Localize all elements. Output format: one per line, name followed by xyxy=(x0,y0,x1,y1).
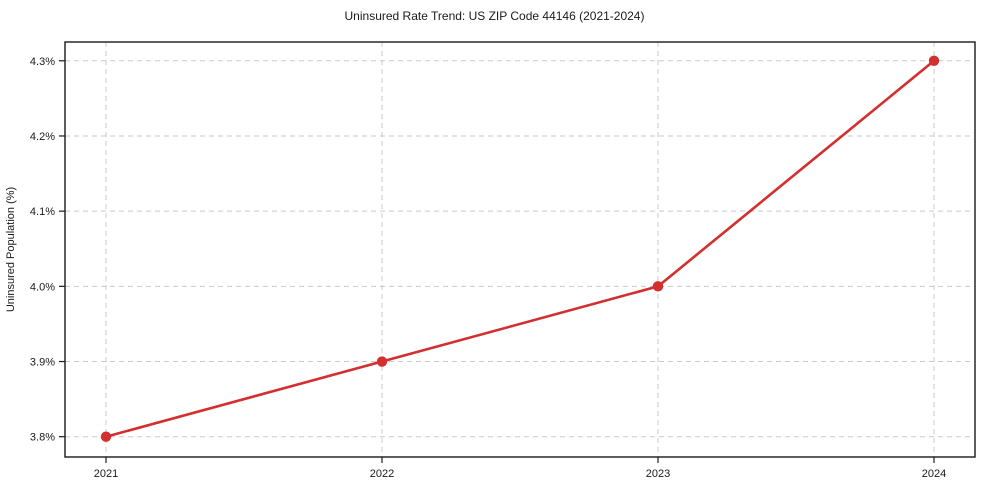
data-point xyxy=(652,281,664,292)
x-tick-label: 2021 xyxy=(94,468,118,480)
plot-border xyxy=(64,41,976,458)
x-tick-label: 2024 xyxy=(922,468,946,480)
x-tick-label: 2023 xyxy=(646,468,670,480)
y-tick-label: 4.2% xyxy=(30,131,55,143)
y-tick-label: 4.0% xyxy=(30,281,55,293)
data-point xyxy=(928,55,940,66)
trend-line xyxy=(104,59,936,439)
chart-title: Uninsured Rate Trend: US ZIP Code 44146 … xyxy=(344,9,645,23)
x-tick-label: 2022 xyxy=(370,468,394,480)
y-tick-label: 4.1% xyxy=(30,206,55,218)
data-point xyxy=(376,356,388,367)
y-tick-label: 4.3% xyxy=(30,56,55,68)
y-tick-label: 3.8% xyxy=(30,432,55,444)
y-axis-label: Uninsured Population (%) xyxy=(5,187,17,312)
y-tick-label: 3.9% xyxy=(30,357,55,369)
data-point xyxy=(100,431,112,442)
